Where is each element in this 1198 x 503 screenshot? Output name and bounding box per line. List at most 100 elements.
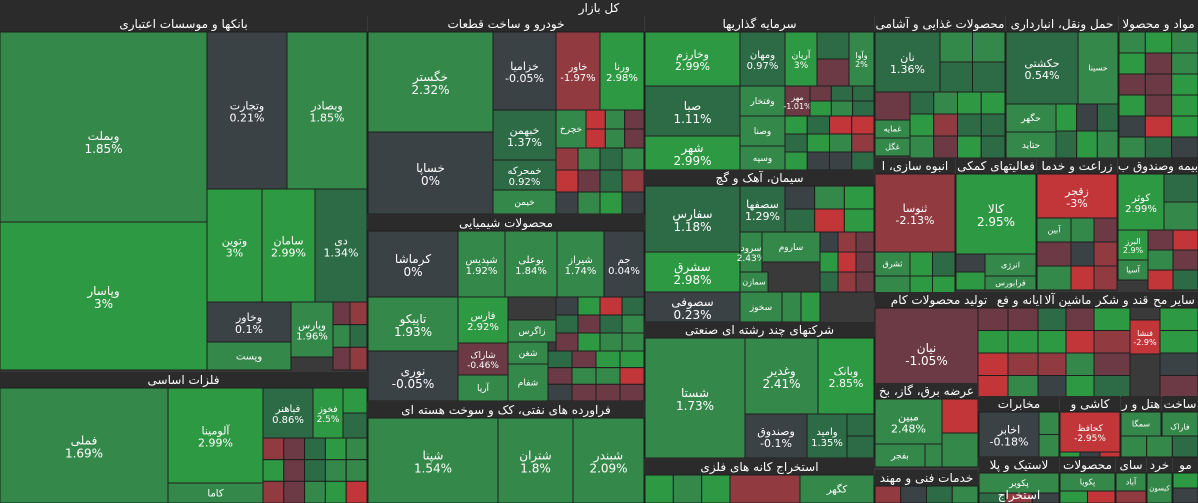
stock-tile-small[interactable] <box>555 191 579 215</box>
stock-tile-small[interactable] <box>955 253 986 273</box>
sector-title[interactable]: خرد <box>1150 458 1169 473</box>
stock-tile-small[interactable] <box>933 113 958 137</box>
stock-tile-حسینا[interactable]: حسینا <box>1077 31 1119 105</box>
stock-tile-rect[interactable] <box>784 31 818 87</box>
sector-title[interactable]: خودرو و ساخت قطعات <box>447 17 564 32</box>
stock-tile-کحافظ[interactable]: کحافظ-2.95% <box>1059 411 1121 453</box>
stock-tile-rect[interactable] <box>874 251 911 277</box>
stock-tile-غمایه[interactable]: غمایه <box>874 119 911 139</box>
stock-tile-rect[interactable] <box>739 185 786 233</box>
stock-tile-small[interactable] <box>939 61 973 93</box>
stock-tile-غگل[interactable]: غگل <box>874 137 911 157</box>
stock-tile-small[interactable] <box>837 271 857 293</box>
stock-tile-small[interactable] <box>262 437 285 461</box>
stock-tile-small[interactable] <box>1036 265 1072 291</box>
stock-tile-small[interactable] <box>1171 73 1198 96</box>
stock-tile-small[interactable] <box>1118 115 1146 138</box>
stock-tile-small[interactable] <box>283 459 306 482</box>
sector-title[interactable]: مواد و محصولا <box>1122 17 1194 32</box>
stock-tile-شاراک[interactable]: شاراک-0.46% <box>457 342 509 376</box>
stock-tile-small[interactable] <box>972 31 1006 63</box>
stock-tile-کیسون[interactable]: کیسون <box>1146 472 1173 503</box>
stock-tile-small[interactable] <box>957 91 982 115</box>
stock-tile-small[interactable] <box>304 480 326 503</box>
stock-tile-small[interactable] <box>262 459 285 482</box>
stock-tile-small[interactable] <box>1171 31 1198 54</box>
stock-tile-small[interactable] <box>1118 31 1146 54</box>
stock-tile-small[interactable] <box>1172 472 1198 489</box>
stock-tile-small[interactable] <box>324 459 347 482</box>
stock-tile-small[interactable] <box>1171 115 1198 138</box>
stock-tile-فرابورس[interactable]: فرابورس <box>984 275 1037 291</box>
stock-tile-small[interactable] <box>1065 330 1095 354</box>
stock-tile-small[interactable] <box>1163 201 1198 231</box>
stock-tile-small[interactable] <box>342 412 368 439</box>
stock-tile-rect[interactable] <box>955 173 1037 255</box>
stock-tile-small[interactable] <box>851 115 875 135</box>
stock-tile-rect[interactable] <box>261 188 316 303</box>
stock-tile-small[interactable] <box>941 432 979 468</box>
stock-tile-small[interactable] <box>599 147 623 171</box>
stock-tile-small[interactable] <box>1059 451 1081 458</box>
stock-tile-small[interactable] <box>809 100 832 117</box>
stock-tile-small[interactable] <box>784 185 816 210</box>
stock-tile-small[interactable] <box>1087 490 1116 503</box>
stock-tile-small[interactable] <box>1007 330 1039 354</box>
stock-tile-small[interactable] <box>846 413 875 437</box>
sector-title[interactable]: محصولات <box>1063 458 1112 473</box>
sector-title[interactable]: بانکها و موسسات اعتباری <box>119 17 247 32</box>
stock-tile-rect[interactable] <box>367 296 459 352</box>
stock-tile-rect[interactable] <box>555 109 587 149</box>
stock-tile-small[interactable] <box>1070 265 1095 291</box>
stock-tile-small[interactable] <box>1037 375 1067 399</box>
stock-tile-small[interactable] <box>1065 307 1095 331</box>
stock-tile-سمگا[interactable]: سمگا <box>1120 411 1162 437</box>
sector-title[interactable]: زراعت و خدما <box>1041 159 1112 174</box>
stock-tile-small[interactable] <box>262 480 285 503</box>
stock-tile-زقجر[interactable]: زقجر-3% <box>1036 173 1118 219</box>
stock-tile-small[interactable] <box>852 85 875 102</box>
stock-tile-small[interactable] <box>933 135 958 159</box>
stock-tile-دی[interactable]: دی1.34% <box>314 188 368 303</box>
stock-tile-rect[interactable] <box>504 230 558 298</box>
stock-tile-small[interactable] <box>1096 130 1119 159</box>
stock-tile-small[interactable] <box>1118 52 1146 75</box>
stock-tile-small[interactable] <box>1171 94 1198 117</box>
stock-tile-small[interactable] <box>819 231 839 253</box>
stock-tile-small[interactable] <box>1115 490 1147 503</box>
stock-tile-small[interactable] <box>829 133 853 153</box>
stock-tile-small[interactable] <box>577 296 601 316</box>
sector-title[interactable]: سرمایه گذاریها <box>722 17 796 32</box>
stock-tile-rect[interactable] <box>492 31 557 111</box>
stock-tile-small[interactable] <box>585 128 606 149</box>
sector-title[interactable]: سای <box>1119 458 1142 472</box>
stock-tile-small[interactable] <box>729 474 801 503</box>
sector-title[interactable]: شرکتهای چند رشته ای صنعتی <box>685 323 834 338</box>
stock-tile-rect[interactable] <box>1036 173 1118 219</box>
stock-tile-وسپه[interactable]: وسپه <box>739 145 786 171</box>
stock-tile-small[interactable] <box>577 147 601 171</box>
stock-tile-small[interactable] <box>909 135 935 159</box>
stock-tile-rect[interactable] <box>739 145 786 171</box>
stock-tile-small[interactable] <box>1172 487 1198 503</box>
stock-tile-حتاید[interactable]: حتاید <box>1005 131 1057 159</box>
stock-tile-small[interactable] <box>595 367 621 385</box>
stock-tile-small[interactable] <box>955 271 986 291</box>
stock-tile-rect[interactable] <box>314 188 368 303</box>
stock-tile-small[interactable] <box>349 346 368 371</box>
stock-tile-small[interactable] <box>926 485 953 503</box>
stock-tile-small[interactable] <box>1144 115 1173 138</box>
stock-tile-rect[interactable] <box>599 31 645 111</box>
stock-tile-small[interactable] <box>342 387 368 414</box>
sector-title[interactable]: مو <box>1178 458 1192 473</box>
stock-tile-small[interactable] <box>332 346 351 371</box>
stock-tile-وفتخار[interactable]: وفتخار <box>739 85 786 117</box>
stock-tile-small[interactable] <box>619 383 645 402</box>
